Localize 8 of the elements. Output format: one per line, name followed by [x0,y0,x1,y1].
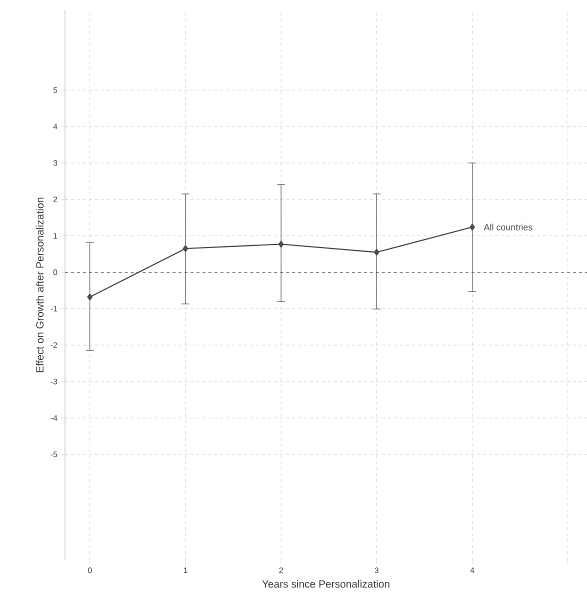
x-axis-title: Years since Personalization [262,580,390,588]
point [182,245,188,252]
point [278,240,284,248]
point [374,248,380,256]
series-label: All countries [484,224,532,230]
point [87,294,93,300]
y-axis-title: Effect on Growth after Personalization [36,198,44,372]
point [470,224,475,230]
